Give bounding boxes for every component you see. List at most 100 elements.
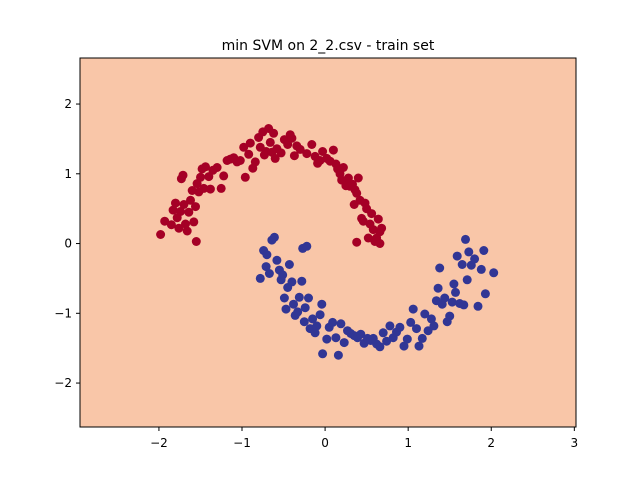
- y-tick-label: −1: [54, 306, 72, 320]
- data-point-class-2: [406, 317, 416, 327]
- data-point-class-2: [382, 336, 392, 346]
- data-point-class-2: [480, 289, 490, 299]
- data-point-class-1: [239, 142, 249, 152]
- data-point-class-2: [255, 273, 265, 283]
- data-point-class-2: [429, 321, 439, 331]
- data-point-class-2: [445, 311, 455, 321]
- data-point-class-2: [284, 260, 294, 269]
- data-point-class-2: [470, 254, 480, 264]
- data-point-class-2: [312, 321, 322, 331]
- data-point-class-1: [216, 183, 226, 193]
- x-tick-label: 0: [321, 436, 329, 450]
- data-point-class-2: [420, 309, 430, 319]
- data-point-class-1: [186, 195, 195, 205]
- data-point-class-1: [160, 216, 170, 226]
- data-point-class-2: [395, 322, 405, 332]
- data-point-class-2: [461, 234, 470, 244]
- data-point-class-1: [373, 214, 383, 224]
- data-point-class-1: [219, 171, 229, 181]
- data-point-class-2: [457, 260, 467, 269]
- decision-region: [80, 58, 576, 427]
- data-point-class-1: [166, 220, 176, 230]
- data-point-class-2: [278, 270, 288, 280]
- data-point-class-2: [293, 307, 303, 317]
- data-point-class-2: [402, 334, 412, 344]
- data-point-class-1: [289, 151, 299, 161]
- data-point-class-1: [352, 237, 362, 247]
- data-point-class-2: [261, 262, 271, 272]
- data-point-class-2: [408, 304, 418, 314]
- data-point-class-2: [281, 304, 291, 314]
- data-point-class-1: [156, 230, 166, 239]
- data-point-class-2: [279, 293, 289, 303]
- data-point-class-1: [270, 153, 280, 163]
- data-point-class-2: [331, 333, 341, 343]
- data-point-class-2: [317, 299, 327, 309]
- data-point-class-1: [189, 217, 199, 227]
- data-point-class-1: [244, 149, 254, 159]
- data-point-class-1: [181, 219, 190, 229]
- y-tick-label: 2: [64, 97, 72, 111]
- data-point-class-1: [179, 200, 189, 209]
- data-point-class-1: [168, 205, 178, 215]
- data-point-class-2: [414, 341, 424, 351]
- data-point-class-2: [479, 246, 489, 255]
- data-point-class-1: [174, 223, 184, 233]
- x-tick-label: 1: [404, 436, 412, 450]
- data-point-class-1: [302, 149, 312, 159]
- data-point-class-1: [375, 239, 385, 248]
- data-point-class-2: [375, 342, 385, 352]
- chart-title: min SVM on 2_2.csv - train set: [222, 38, 435, 54]
- data-point-class-1: [171, 198, 180, 208]
- data-point-class-2: [287, 277, 297, 287]
- data-point-class-2: [433, 283, 443, 293]
- data-point-class-2: [336, 319, 346, 329]
- data-point-class-2: [289, 299, 298, 309]
- plot-frame: [79, 57, 577, 428]
- data-point-class-2: [378, 328, 388, 338]
- x-tick-label: 3: [571, 436, 579, 450]
- data-point-class-1: [182, 226, 192, 236]
- points-layer: [156, 124, 499, 360]
- data-point-class-1: [212, 163, 222, 172]
- data-point-class-2: [302, 241, 312, 251]
- data-point-class-1: [176, 207, 185, 216]
- data-point-class-1: [250, 157, 260, 167]
- data-point-class-1: [377, 223, 387, 233]
- data-point-class-2: [426, 314, 436, 324]
- y-tick-label: −2: [54, 376, 72, 390]
- data-point-class-2: [462, 275, 472, 285]
- data-point-class-2: [385, 321, 395, 331]
- data-point-class-2: [435, 263, 445, 273]
- data-point-class-1: [269, 128, 279, 138]
- data-point-class-2: [451, 287, 460, 297]
- data-point-class-2: [308, 314, 318, 324]
- data-point-class-2: [449, 279, 459, 289]
- data-point-class-1: [184, 207, 194, 217]
- data-point-class-1: [199, 183, 209, 193]
- y-tick-label: 0: [64, 237, 72, 251]
- data-point-class-2: [339, 338, 349, 348]
- data-point-class-1: [191, 237, 201, 246]
- data-point-class-1: [307, 140, 317, 149]
- data-point-class-2: [262, 250, 272, 260]
- data-point-class-2: [356, 329, 366, 339]
- x-tick-label: −1: [233, 436, 251, 450]
- data-point-class-1: [367, 209, 377, 219]
- data-point-class-2: [310, 328, 320, 338]
- x-tick-label: 2: [487, 436, 495, 450]
- data-point-class-2: [473, 301, 483, 311]
- data-point-class-2: [489, 268, 499, 278]
- data-point-class-2: [297, 276, 307, 286]
- data-point-class-1: [363, 233, 373, 243]
- data-point-class-2: [269, 232, 279, 242]
- data-point-class-1: [353, 173, 363, 183]
- data-point-class-1: [235, 156, 245, 165]
- data-point-class-1: [328, 145, 338, 155]
- data-point-class-1: [276, 148, 286, 158]
- data-point-class-2: [333, 350, 343, 360]
- data-point-class-2: [399, 341, 409, 351]
- data-point-class-1: [245, 138, 255, 148]
- data-point-class-1: [201, 162, 210, 172]
